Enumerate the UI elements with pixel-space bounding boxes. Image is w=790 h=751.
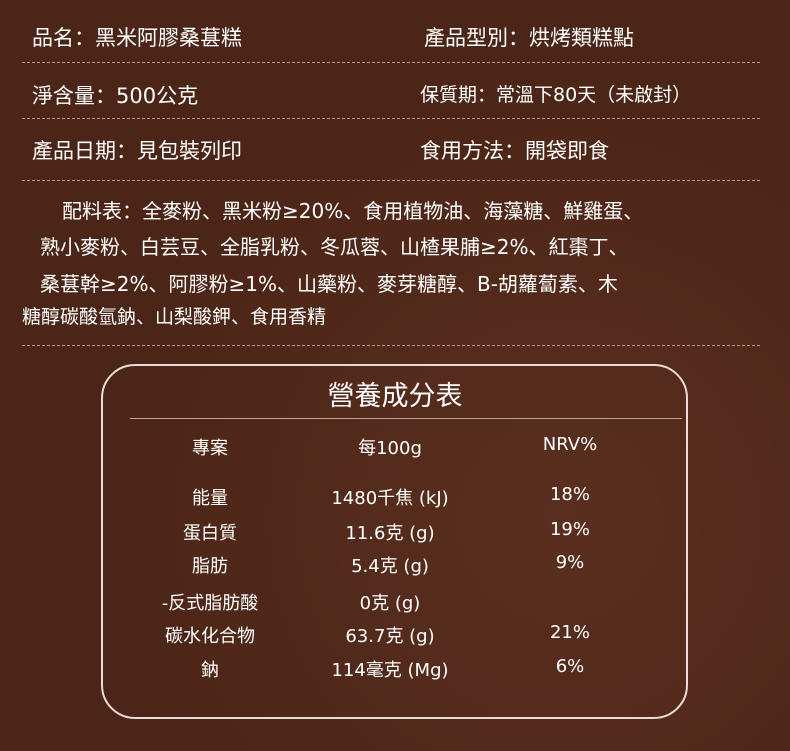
nutrient-name: 脂肪 xyxy=(192,556,228,577)
nutrient-nrv: 21% xyxy=(549,622,590,643)
nutrition-title: 營養成分表 xyxy=(327,381,463,412)
nutrient-amount: 1480千焦 (kJ) xyxy=(331,488,449,509)
divider xyxy=(22,345,760,346)
nutrient-name: 鈉 xyxy=(201,660,219,681)
usage-method: 食用方法：開袋即食 xyxy=(420,139,609,163)
header-nrv: NRV% xyxy=(542,434,598,455)
ingredients-line: 熟小麥粉、白芸豆、全脂乳粉、冬瓜蓉、山楂果脯≥2%、紅棗丁、 xyxy=(40,235,629,259)
net-weight: 淨含量：500公克 xyxy=(32,84,199,108)
divider xyxy=(22,118,760,119)
ingredients-line: 桑葚幹≥2%、阿膠粉≥1%、山藥粉、麥芽糖醇、B-胡蘿蔔素、木 xyxy=(40,272,618,296)
nutrient-amount: 0克 (g) xyxy=(359,593,421,614)
nutrient-name: 蛋白質 xyxy=(183,523,237,544)
divider xyxy=(22,180,760,181)
shelf-life: 保質期：常溫下80天（未啟封） xyxy=(420,84,692,106)
nutrient-amount: 114毫克 (Mg) xyxy=(331,660,449,681)
product-name: 品名：黑米阿膠桑葚糕 xyxy=(32,26,242,50)
nutrient-nrv: 9% xyxy=(555,552,585,573)
nutrient-name: 碳水化合物 xyxy=(165,626,255,647)
nutrition-table-frame xyxy=(101,364,688,719)
header-item: 專案 xyxy=(192,438,228,459)
divider xyxy=(22,62,760,63)
nutrient-nrv: 18% xyxy=(549,484,590,505)
nutrient-nrv: 19% xyxy=(549,519,590,540)
production-date: 產品日期：見包裝列印 xyxy=(32,139,242,163)
header-per100g: 每100g xyxy=(358,438,422,459)
ingredients-line: 糖醇碳酸氫鈉、山梨酸鉀、食用香精 xyxy=(22,306,327,328)
nutrient-amount: 63.7克 (g) xyxy=(345,626,435,647)
nutrient-nrv: 6% xyxy=(555,656,585,677)
ingredients-line: 配料表：全麥粉、黑米粉≥20%、食用植物油、海藻糖、鮮雞蛋、 xyxy=(62,199,644,223)
title-underline xyxy=(130,418,682,419)
product-type: 產品型別：烘烤類糕點 xyxy=(424,26,634,50)
nutrient-name: -反式脂肪酸 xyxy=(161,593,259,614)
nutrient-amount: 11.6克 (g) xyxy=(345,523,435,544)
nutrient-name: 能量 xyxy=(192,488,228,509)
nutrient-amount: 5.4克 (g) xyxy=(351,556,429,577)
